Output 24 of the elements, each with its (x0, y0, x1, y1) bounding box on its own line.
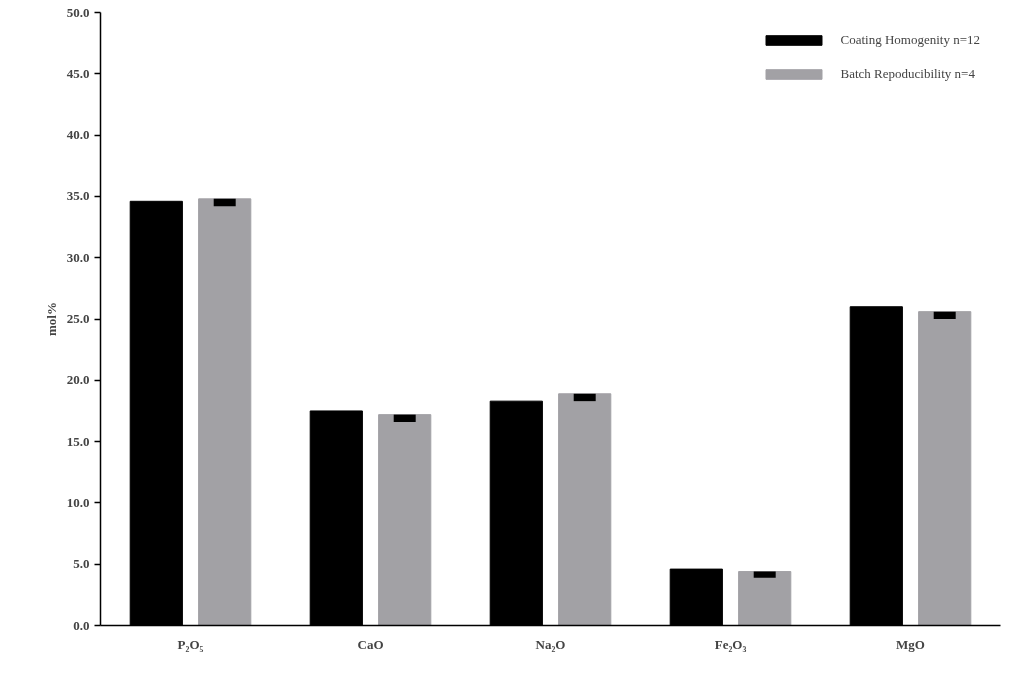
y-tick-label: 20.0 (66, 372, 90, 388)
y-tick-label: 30.0 (66, 249, 90, 265)
x-tick-label: MgO (896, 636, 925, 652)
x-tick-label: P₂O₅ (177, 636, 204, 652)
y-tick-label: 15.0 (66, 433, 90, 449)
y-axis-title: mol% (43, 302, 59, 336)
bar (378, 414, 432, 626)
x-tick-label: CaO (357, 636, 384, 652)
x-tick-label: Fe₂O₃ (714, 636, 747, 652)
bar (738, 571, 792, 626)
y-tick-label: 40.0 (66, 127, 90, 143)
y-tick-label: 35.0 (66, 188, 90, 204)
bar (918, 311, 972, 626)
legend-label: Batch Repoducibility n=4 (840, 66, 975, 82)
bar (198, 198, 252, 626)
y-tick-label: 25.0 (66, 311, 90, 326)
y-tick-label: 50.0 (66, 4, 90, 20)
x-tick-label: Na₂O (535, 636, 566, 652)
y-tick-label: 5.0 (73, 556, 90, 572)
legend-label: Coating Homogenity n=12 (840, 32, 980, 48)
y-tick-label: 10.0 (66, 494, 90, 510)
bar (558, 393, 612, 626)
y-tick-label: 45.0 (66, 65, 90, 81)
y-tick-label: 0.0 (73, 617, 90, 633)
